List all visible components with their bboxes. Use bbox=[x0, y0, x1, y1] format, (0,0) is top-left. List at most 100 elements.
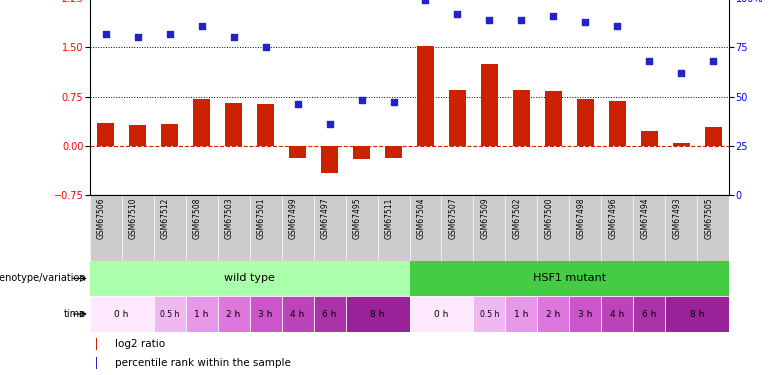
Point bbox=[675, 70, 688, 76]
Text: 8 h: 8 h bbox=[690, 310, 704, 318]
Text: GSM67505: GSM67505 bbox=[704, 198, 714, 239]
Text: GSM67493: GSM67493 bbox=[672, 198, 682, 239]
Point bbox=[259, 44, 272, 50]
Text: GSM67495: GSM67495 bbox=[353, 198, 362, 239]
Bar bbox=[601, 296, 633, 332]
Text: 0 h: 0 h bbox=[434, 310, 448, 318]
Bar bbox=[537, 296, 569, 332]
Point bbox=[228, 34, 240, 40]
Text: GSM67504: GSM67504 bbox=[417, 198, 426, 239]
Text: GSM67512: GSM67512 bbox=[161, 198, 170, 239]
Bar bbox=[289, 146, 307, 158]
Point bbox=[323, 121, 335, 127]
Bar bbox=[96, 357, 97, 369]
Point bbox=[164, 30, 176, 36]
Bar bbox=[218, 296, 250, 332]
Text: GSM67501: GSM67501 bbox=[257, 198, 265, 239]
Text: GSM67503: GSM67503 bbox=[225, 198, 234, 239]
Bar bbox=[569, 296, 601, 332]
Bar bbox=[161, 124, 179, 146]
Text: 2 h: 2 h bbox=[226, 310, 241, 318]
Text: GSM67498: GSM67498 bbox=[576, 198, 586, 239]
Bar bbox=[410, 261, 729, 296]
Text: GSM67507: GSM67507 bbox=[448, 198, 457, 239]
Bar bbox=[665, 296, 729, 332]
Bar bbox=[633, 296, 665, 332]
Point bbox=[707, 58, 720, 64]
Text: GSM67511: GSM67511 bbox=[385, 198, 394, 239]
Text: GSM67509: GSM67509 bbox=[480, 198, 490, 239]
Bar bbox=[608, 101, 626, 146]
Point bbox=[484, 17, 496, 23]
Text: 3 h: 3 h bbox=[578, 310, 593, 318]
Text: HSF1 mutant: HSF1 mutant bbox=[533, 273, 606, 284]
Point bbox=[451, 11, 463, 17]
Point bbox=[100, 30, 112, 36]
Text: GSM67508: GSM67508 bbox=[193, 198, 201, 239]
Text: genotype/variation: genotype/variation bbox=[0, 273, 86, 284]
Text: 2 h: 2 h bbox=[546, 310, 561, 318]
Text: GSM67497: GSM67497 bbox=[321, 198, 329, 239]
Text: GSM67496: GSM67496 bbox=[608, 198, 618, 239]
Bar bbox=[346, 296, 410, 332]
Text: GSM67510: GSM67510 bbox=[129, 198, 138, 239]
Bar bbox=[505, 296, 537, 332]
Text: 0.5 h: 0.5 h bbox=[480, 310, 499, 318]
Bar bbox=[154, 296, 186, 332]
Bar bbox=[448, 90, 466, 146]
Text: 6 h: 6 h bbox=[642, 310, 657, 318]
Bar bbox=[129, 125, 147, 146]
Text: percentile rank within the sample: percentile rank within the sample bbox=[115, 358, 291, 368]
Bar bbox=[417, 46, 434, 146]
Point bbox=[548, 13, 560, 19]
Text: 6 h: 6 h bbox=[322, 310, 337, 318]
Bar bbox=[704, 128, 722, 146]
Bar bbox=[90, 261, 410, 296]
Text: log2 ratio: log2 ratio bbox=[115, 339, 165, 349]
Point bbox=[516, 17, 528, 23]
Point bbox=[580, 19, 592, 25]
Bar bbox=[314, 296, 346, 332]
Point bbox=[388, 99, 400, 105]
Text: time: time bbox=[64, 309, 86, 319]
Bar bbox=[90, 296, 154, 332]
Bar bbox=[321, 146, 339, 173]
Text: 8 h: 8 h bbox=[370, 310, 385, 318]
Bar bbox=[96, 338, 97, 350]
Bar bbox=[544, 92, 562, 146]
Text: 0.5 h: 0.5 h bbox=[160, 310, 179, 318]
Bar bbox=[257, 104, 275, 146]
Text: 1 h: 1 h bbox=[514, 310, 529, 318]
Point bbox=[292, 101, 304, 107]
Text: GSM67494: GSM67494 bbox=[640, 198, 650, 239]
Text: 0 h: 0 h bbox=[115, 310, 129, 318]
Bar bbox=[250, 296, 282, 332]
Bar bbox=[385, 146, 402, 158]
Bar bbox=[473, 296, 505, 332]
Point bbox=[356, 98, 368, 104]
Text: 3 h: 3 h bbox=[258, 310, 273, 318]
Bar bbox=[193, 99, 211, 146]
Point bbox=[131, 34, 144, 40]
Text: GSM67500: GSM67500 bbox=[544, 198, 554, 239]
Point bbox=[644, 58, 656, 64]
Text: 4 h: 4 h bbox=[610, 310, 625, 318]
Bar bbox=[512, 90, 530, 146]
Bar bbox=[97, 123, 115, 146]
Text: 1 h: 1 h bbox=[194, 310, 209, 318]
Bar bbox=[282, 296, 314, 332]
Bar bbox=[480, 64, 498, 146]
Point bbox=[420, 0, 432, 3]
Bar bbox=[353, 146, 370, 159]
Text: 4 h: 4 h bbox=[290, 310, 305, 318]
Text: GSM67502: GSM67502 bbox=[512, 198, 522, 239]
Bar bbox=[410, 296, 473, 332]
Text: GSM67499: GSM67499 bbox=[289, 198, 298, 239]
Text: wild type: wild type bbox=[224, 273, 275, 284]
Text: GSM67506: GSM67506 bbox=[97, 198, 106, 239]
Bar bbox=[672, 143, 690, 146]
Point bbox=[195, 22, 207, 28]
Bar bbox=[576, 99, 594, 146]
Point bbox=[612, 22, 624, 28]
Bar bbox=[186, 296, 218, 332]
